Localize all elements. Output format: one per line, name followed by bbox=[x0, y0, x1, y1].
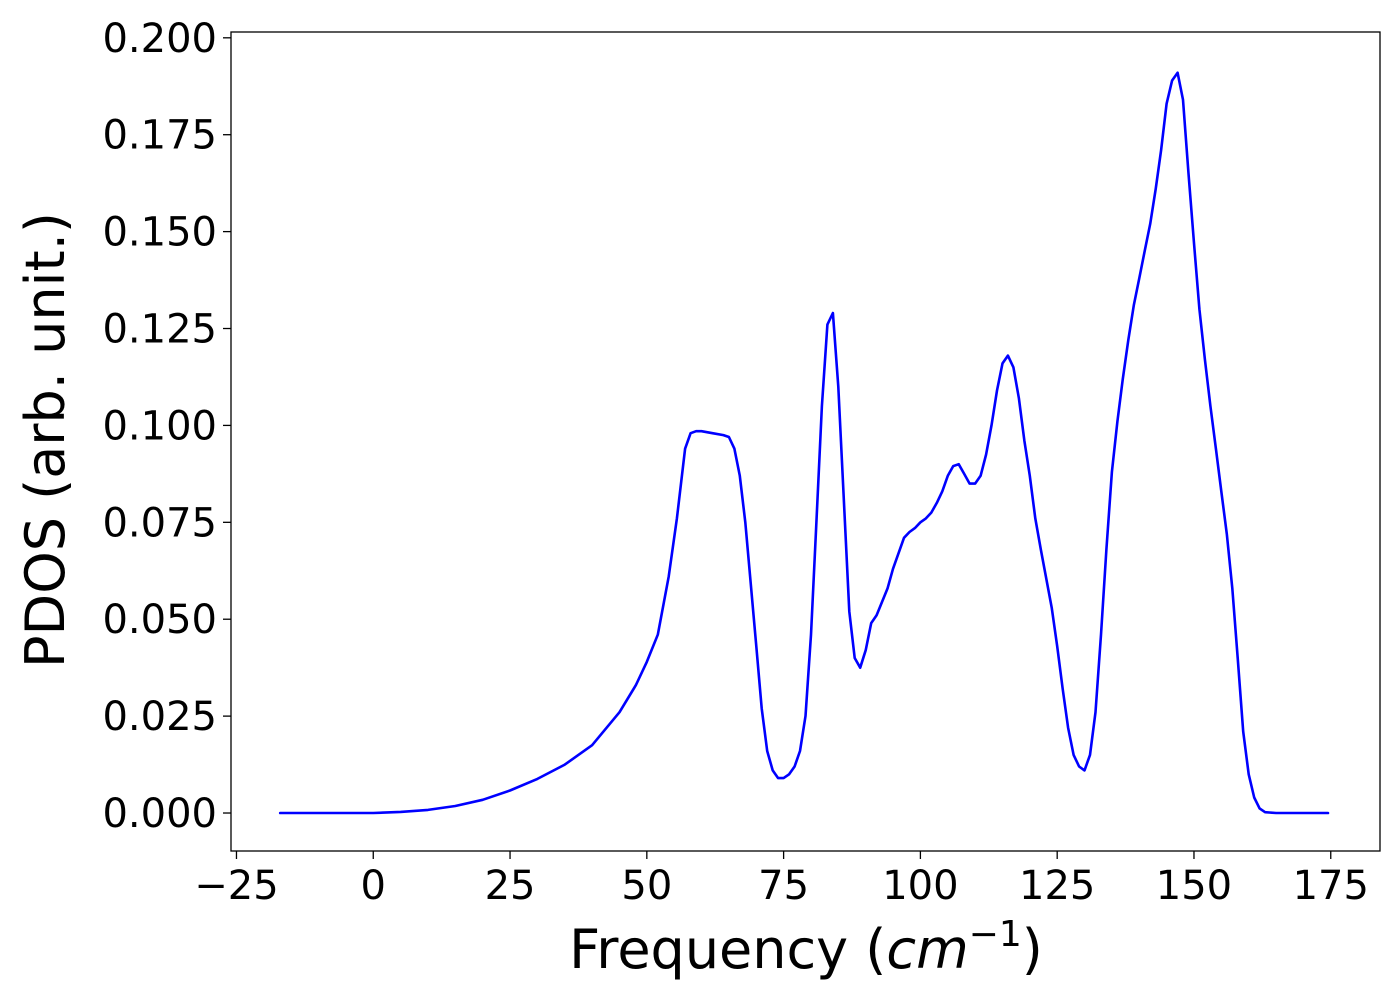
x-axis-unit-exponent: −1 bbox=[969, 914, 1022, 955]
x-tick-label: 150 bbox=[1156, 863, 1232, 909]
x-tick-label: 75 bbox=[758, 863, 809, 909]
y-tick-label: 0.200 bbox=[102, 16, 217, 62]
x-axis-title: Frequency (cm−1) bbox=[569, 914, 1043, 981]
y-tick-label: 0.175 bbox=[102, 113, 217, 159]
x-axis-unit: cm bbox=[886, 918, 968, 981]
y-axis-title: PDOS (arb. unit.) bbox=[14, 212, 77, 668]
series-layer bbox=[278, 71, 1330, 815]
y-tick-label: 0.000 bbox=[102, 791, 217, 837]
y-tick-label: 0.075 bbox=[102, 500, 217, 546]
y-tick-label: 0.100 bbox=[102, 403, 217, 449]
y-tick-label: 0.025 bbox=[102, 694, 217, 740]
y-axis-ticks: 0.000 0.025 0.050 0.075 0.100 0.125 0.150 0.175… bbox=[102, 16, 231, 837]
x-tick-label: 125 bbox=[1019, 863, 1095, 909]
x-axis-ticks: −25 0 25 50 75 100 125 150 175 bbox=[194, 851, 1369, 909]
y-tick-label: 0.150 bbox=[102, 210, 217, 256]
y-tick-label: 0.125 bbox=[102, 307, 217, 353]
x-tick-label: 25 bbox=[485, 863, 536, 909]
x-tick-label: 175 bbox=[1293, 863, 1369, 909]
series-line-pdos bbox=[278, 71, 1330, 815]
x-tick-label: 50 bbox=[621, 863, 672, 909]
y-tick-label: 0.050 bbox=[102, 597, 217, 643]
x-tick-label: 100 bbox=[882, 863, 958, 909]
x-axis-label: Frequency bbox=[569, 918, 848, 981]
plot-frame bbox=[230, 31, 1381, 852]
x-tick-label: −25 bbox=[194, 863, 278, 909]
x-tick-label: 0 bbox=[361, 863, 386, 909]
